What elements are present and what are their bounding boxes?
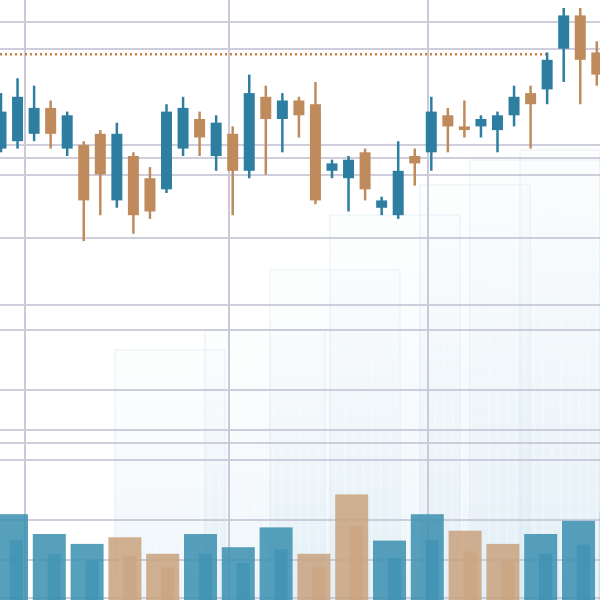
candle-body xyxy=(574,15,586,60)
candle xyxy=(0,93,7,153)
volume-bar-inner xyxy=(123,556,137,600)
candle xyxy=(127,152,139,234)
candle xyxy=(343,156,355,212)
candle-body xyxy=(127,156,139,216)
candle-body xyxy=(376,200,388,208)
candle-body xyxy=(177,107,189,149)
candle-body xyxy=(45,107,57,134)
candle xyxy=(359,148,371,201)
candle-body xyxy=(28,107,40,134)
candle-body xyxy=(541,59,553,90)
volume-bar-inner xyxy=(312,567,326,600)
candle xyxy=(442,107,454,153)
candle xyxy=(326,159,338,179)
candle-body xyxy=(260,96,272,119)
candle-body xyxy=(227,133,239,171)
candle-body xyxy=(458,126,470,131)
candle-body xyxy=(293,100,305,116)
candle xyxy=(111,122,123,208)
candle-body xyxy=(591,52,600,75)
candle-body xyxy=(425,111,437,153)
candle xyxy=(210,115,222,171)
candle xyxy=(161,104,172,193)
candle xyxy=(409,148,421,186)
candle-body xyxy=(409,156,421,164)
volume-bar-inner xyxy=(350,526,364,600)
volume-bar-inner xyxy=(47,553,61,600)
volume-bar-inner xyxy=(425,539,439,600)
candle xyxy=(591,41,600,86)
candle-body xyxy=(0,111,7,149)
candle xyxy=(309,82,321,205)
volume-bar-inner xyxy=(463,551,477,600)
candle-body xyxy=(309,104,321,201)
volume-bar-inner xyxy=(236,563,250,600)
candle xyxy=(61,111,73,156)
candle xyxy=(458,100,470,138)
candle-body xyxy=(161,111,172,190)
candle xyxy=(12,78,24,149)
candle-body xyxy=(442,115,454,127)
candle-body xyxy=(326,163,338,171)
volume-bar-inner xyxy=(501,560,515,600)
candle xyxy=(376,196,388,216)
candle xyxy=(508,85,520,127)
candle-body xyxy=(12,96,24,142)
candle xyxy=(94,130,106,216)
candle xyxy=(475,115,487,138)
candle xyxy=(574,8,586,105)
candle-body xyxy=(475,119,487,127)
volume-bar-inner xyxy=(85,560,99,600)
volume-bar-inner xyxy=(387,558,402,600)
candle-body xyxy=(61,115,73,149)
volume-bar-inner xyxy=(539,553,553,600)
volume-bars xyxy=(0,494,600,600)
candle xyxy=(227,126,239,216)
volume-bar-inner xyxy=(161,567,175,600)
candle xyxy=(558,8,570,82)
candle xyxy=(45,100,57,149)
candle-body xyxy=(210,122,222,156)
candle-body xyxy=(392,170,404,216)
volume-bar-inner xyxy=(9,539,24,600)
candle-body xyxy=(243,93,255,171)
candle xyxy=(260,85,272,175)
candle-body xyxy=(111,133,123,201)
candle-body xyxy=(94,133,106,175)
volume-bar-inner xyxy=(198,553,213,600)
candle xyxy=(492,111,503,153)
candle xyxy=(276,93,288,153)
candle xyxy=(243,74,255,179)
candle-body xyxy=(78,144,90,201)
candles xyxy=(0,8,600,242)
candle-body xyxy=(359,152,371,190)
volume-bar-inner xyxy=(274,549,288,600)
candle-body xyxy=(144,178,156,212)
candle xyxy=(525,85,537,149)
candle xyxy=(425,96,437,171)
candle-body xyxy=(558,15,570,49)
candle-body xyxy=(194,119,206,138)
candle xyxy=(78,141,90,242)
candle xyxy=(293,96,305,138)
candle xyxy=(28,85,40,142)
candle-body xyxy=(525,93,537,105)
candle-body xyxy=(492,115,503,131)
candle xyxy=(177,96,189,156)
candle-body xyxy=(508,96,520,116)
volume-bar-inner xyxy=(576,544,591,600)
candle xyxy=(541,52,553,105)
candle-body xyxy=(276,100,288,119)
candle-body xyxy=(343,159,355,179)
candle xyxy=(392,141,404,219)
candle xyxy=(194,111,206,156)
candle xyxy=(144,167,156,219)
